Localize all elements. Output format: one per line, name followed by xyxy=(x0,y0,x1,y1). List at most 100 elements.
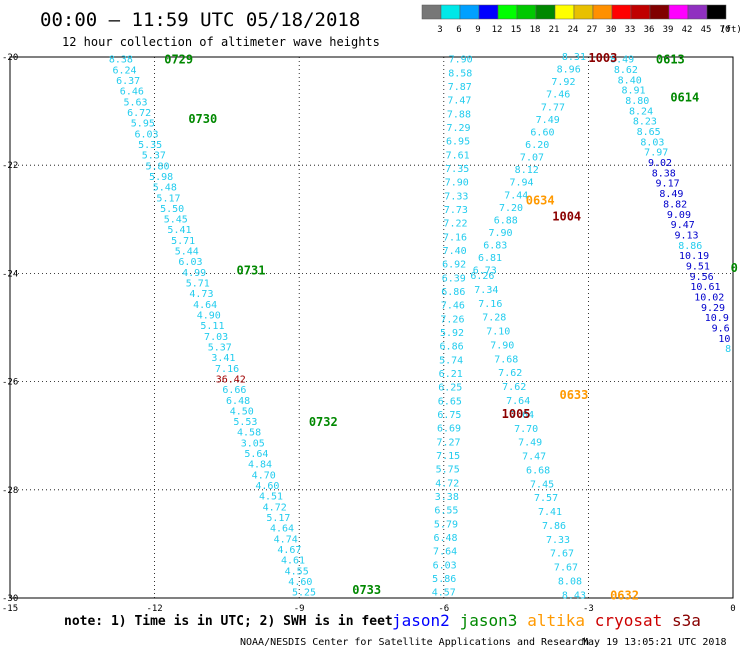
swh-value: 6.83 xyxy=(483,241,507,252)
swh-value: 8.03 xyxy=(640,137,664,148)
colorbar-swatch xyxy=(611,4,632,20)
swh-value: 5.92 xyxy=(440,328,464,339)
swh-value: 4.90 xyxy=(197,310,221,321)
swh-value: 4.74 xyxy=(274,534,298,545)
swh-value: 6.75 xyxy=(437,410,461,421)
pass-label: 1004 xyxy=(552,210,581,224)
swh-value: 8.58 xyxy=(448,68,472,79)
swh-value: 36.42 xyxy=(216,374,246,385)
swh-value: 4.60 xyxy=(255,481,279,492)
swh-value: 4.61 xyxy=(281,556,305,567)
swh-value: 6.48 xyxy=(226,396,250,407)
swh-value: 7.87 xyxy=(448,82,472,93)
footer-note: note: 1) Time is in UTC; 2) SWH is in fe… xyxy=(64,614,393,629)
colorbar-unit: (ft) xyxy=(720,25,740,35)
colorbar-tick: 24 xyxy=(568,25,579,35)
colorbar-swatch xyxy=(421,4,442,20)
swh-value: 9.29 xyxy=(701,303,725,314)
swh-value: 7.94 xyxy=(509,178,533,189)
swh-value: 7.88 xyxy=(447,109,471,120)
colorbar-tick: 70 xyxy=(720,25,731,35)
swh-value: 6.66 xyxy=(222,385,246,396)
colorbar-tick: 45 xyxy=(701,25,712,35)
plot-border xyxy=(9,56,734,599)
pass-label: 0633 xyxy=(559,388,588,402)
swh-value: 6.92 xyxy=(442,260,466,271)
colorbar-swatch xyxy=(630,4,651,20)
swh-value: 7.68 xyxy=(494,354,518,365)
swh-value: 9.02 xyxy=(648,158,672,169)
colorbar-swatch xyxy=(554,4,575,20)
swh-value: 9.09 xyxy=(667,210,691,221)
pass-label: 0613 xyxy=(656,53,685,67)
x-tick-label: -9 xyxy=(294,604,305,614)
swh-value: 7.15 xyxy=(436,451,460,462)
swh-value: 7.64 xyxy=(506,396,530,407)
swh-value: 7.90 xyxy=(449,55,473,66)
mission-cryosat: cryosat xyxy=(595,611,662,630)
swh-value: 5.35 xyxy=(138,140,162,151)
swh-value: 10.19 xyxy=(679,251,709,262)
swh-value: 4.70 xyxy=(252,470,276,481)
data-points: 8.386.246.376.465.636.725.956.035.355.37… xyxy=(109,52,731,601)
swh-value: 4.99 xyxy=(182,268,206,279)
swh-value: 7.35 xyxy=(445,164,469,175)
swh-value: 5.63 xyxy=(123,97,147,108)
swh-value: 8.49 xyxy=(659,189,683,200)
swh-value: 8.24 xyxy=(629,106,653,117)
swh-value: 5.37 xyxy=(142,151,166,162)
x-tick-label: 0 xyxy=(730,604,735,614)
colorbar-swatch xyxy=(649,4,670,20)
swh-value: 9.6 xyxy=(712,323,730,334)
swh-value: 7.47 xyxy=(522,452,546,463)
swh-value: 7.20 xyxy=(499,203,523,214)
swh-value: 8.31 xyxy=(562,52,586,63)
swh-value: 8.96 xyxy=(557,65,581,76)
colorbar-swatch xyxy=(459,4,480,20)
swh-value: 3.41 xyxy=(211,353,235,364)
y-tick-label: -26 xyxy=(2,378,18,388)
swh-value: 7.97 xyxy=(644,148,668,159)
swh-value: 3.05 xyxy=(241,438,265,449)
swh-value: 6.95 xyxy=(446,137,470,148)
swh-value: 5.48 xyxy=(153,183,177,194)
swh-value: 5.64 xyxy=(244,449,268,460)
colorbar-tick: 27 xyxy=(587,25,598,35)
grid xyxy=(9,56,734,599)
swh-value: 7.22 xyxy=(443,219,467,230)
chart-subtitle: 12 hour collection of altimeter wave hei… xyxy=(62,35,380,49)
pass-label: 1003 xyxy=(588,51,617,65)
swh-value: 7.64 xyxy=(433,547,457,558)
y-tick-label: -22 xyxy=(2,161,18,171)
colorbar-swatch xyxy=(592,4,613,20)
swh-value: 5.71 xyxy=(171,236,195,247)
swh-value: 6.86 xyxy=(440,342,464,353)
swh-value: 5.17 xyxy=(266,513,290,524)
swh-value: 5.44 xyxy=(175,247,199,258)
swh-value: 7.62 xyxy=(498,368,522,379)
swh-value: 6.88 xyxy=(494,215,518,226)
swh-value: 5.25 xyxy=(292,588,316,599)
colorbar-tick: 3 xyxy=(437,25,442,35)
colorbar-tick: 6 xyxy=(456,25,461,35)
swh-value: 6.25 xyxy=(438,383,462,394)
swh-value: 6.60 xyxy=(530,127,554,138)
swh-value: 4.84 xyxy=(248,460,272,471)
swh-value: 4.51 xyxy=(259,492,283,503)
colorbar-swatch xyxy=(573,4,594,20)
colorbar-tick: 30 xyxy=(606,25,617,35)
swh-value: 7.67 xyxy=(550,549,574,560)
colorbar-tick: 39 xyxy=(663,25,674,35)
pass-label: 0729 xyxy=(164,53,193,67)
swh-value: 8.40 xyxy=(618,75,642,86)
swh-value: 6.03 xyxy=(178,257,202,268)
colorbar-tick: 42 xyxy=(682,25,693,35)
swh-value: 7.46 xyxy=(441,301,465,312)
y-tick-label: -20 xyxy=(2,53,18,63)
swh-value: 5.98 xyxy=(149,172,173,183)
swh-value: 10.02 xyxy=(694,292,724,303)
colorbar-tick: 36 xyxy=(644,25,655,35)
swh-value: 4.72 xyxy=(263,502,287,513)
swh-value: 5.71 xyxy=(186,279,210,290)
